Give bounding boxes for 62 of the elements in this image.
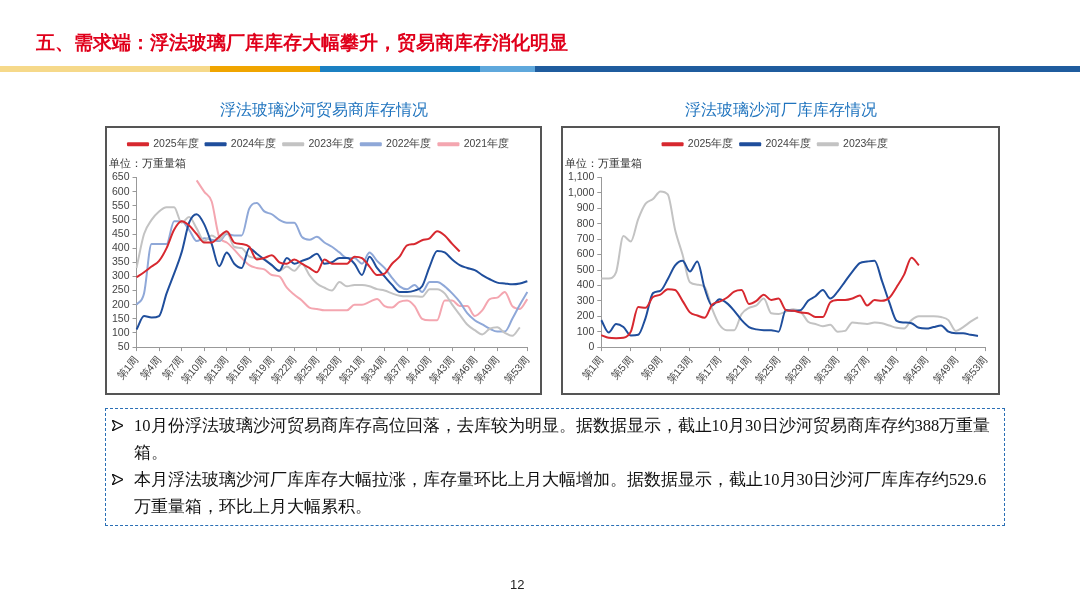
x-tick-label: 第1周 <box>579 354 606 382</box>
y-tick-label: 450 <box>111 226 130 239</box>
legend-label: 2023年度 <box>308 137 354 150</box>
y-tick-label: 500 <box>111 212 130 225</box>
y-tick-label: 600 <box>111 184 130 197</box>
x-tick-label: 第45周 <box>901 354 931 386</box>
x-tick-label: 第25周 <box>753 354 783 386</box>
y-tick-label: 800 <box>576 216 595 229</box>
y-tick-label: 200 <box>111 297 130 310</box>
legend-label: 2025年度 <box>687 137 734 150</box>
y-tick-label: 400 <box>111 241 130 254</box>
y-tick-label: 400 <box>576 278 595 291</box>
y-tick-label: 300 <box>111 269 130 282</box>
y-axis-title: 单位：万重量箱 <box>565 157 642 170</box>
y-tick-label: 100 <box>111 325 130 338</box>
y-tick-label: 650 <box>111 170 130 183</box>
line-series <box>600 259 979 337</box>
x-tick-label: 第29周 <box>783 354 812 386</box>
y-tick-label: 250 <box>111 283 130 296</box>
x-tick-label: 第13周 <box>664 354 694 386</box>
y-tick-label: 0 <box>588 339 595 352</box>
x-tick-label: 第53周 <box>502 354 532 386</box>
x-tick-label: 第5周 <box>609 354 635 382</box>
x-tick-label: 第41周 <box>871 354 901 386</box>
x-tick-label: 第9周 <box>639 354 665 382</box>
line-series <box>600 190 979 333</box>
legend-label: 2023年度 <box>843 137 889 150</box>
x-tick-label: 第1周 <box>115 354 141 382</box>
line-series <box>135 220 461 279</box>
line-series <box>600 256 920 340</box>
x-tick-label: 第33周 <box>812 354 842 386</box>
y-tick-label: 200 <box>576 309 595 322</box>
y-tick-label: 550 <box>111 198 130 211</box>
chart-title: 浮法玻璃沙河厂库库存情况 <box>683 100 878 120</box>
y-tick-label: 1,000 <box>567 185 595 198</box>
y-tick-label: 900 <box>576 201 595 214</box>
y-tick-label: 500 <box>576 262 595 275</box>
legend-label: 2025年度 <box>153 137 199 150</box>
chart-title: 浮法玻璃沙河贸易商库存情况 <box>218 100 429 120</box>
legend-label: 2022年度 <box>386 137 432 150</box>
line-series <box>195 179 529 322</box>
y-tick-label: 350 <box>111 255 130 268</box>
y-tick-label: 300 <box>576 293 595 306</box>
legend-label: 2024年度 <box>765 137 811 150</box>
text: 五、需求端：浮法玻璃厂库库存大幅攀升，贸易商库存消化明显 <box>36 31 568 55</box>
legend-label: 2021年度 <box>463 137 510 150</box>
x-tick-label: 第21周 <box>723 354 753 386</box>
y-tick-label: 50 <box>117 339 130 352</box>
text: 12 <box>510 577 525 592</box>
x-tick-label: 第37周 <box>842 354 871 386</box>
legend-label: 2024年度 <box>230 137 277 150</box>
text: 10月份浮法玻璃沙河贸易商库存高位回落，去库较为明显。据数据显示，截止10月30日沙河贸易商库存约388万重量箱。 <box>134 415 992 464</box>
x-tick-label: 第17周 <box>694 354 724 386</box>
y-axis-title: 单位：万重量箱 <box>109 157 186 170</box>
y-tick-label: 700 <box>576 232 595 245</box>
x-tick-label: 第53周 <box>960 354 990 386</box>
text: 本月浮法玻璃沙河厂库库存大幅拉涨，库存量环比上月大幅增加。据数据显示，截止10月30日沙河厂库库存约529.6万重量箱，环比上月大幅累积。 <box>134 469 988 518</box>
x-tick-label: 第49周 <box>930 354 960 386</box>
y-tick-label: 100 <box>576 324 595 337</box>
y-tick-label: 600 <box>576 247 595 260</box>
y-tick-label: 1,100 <box>567 170 595 183</box>
y-tick-label: 150 <box>111 311 130 324</box>
